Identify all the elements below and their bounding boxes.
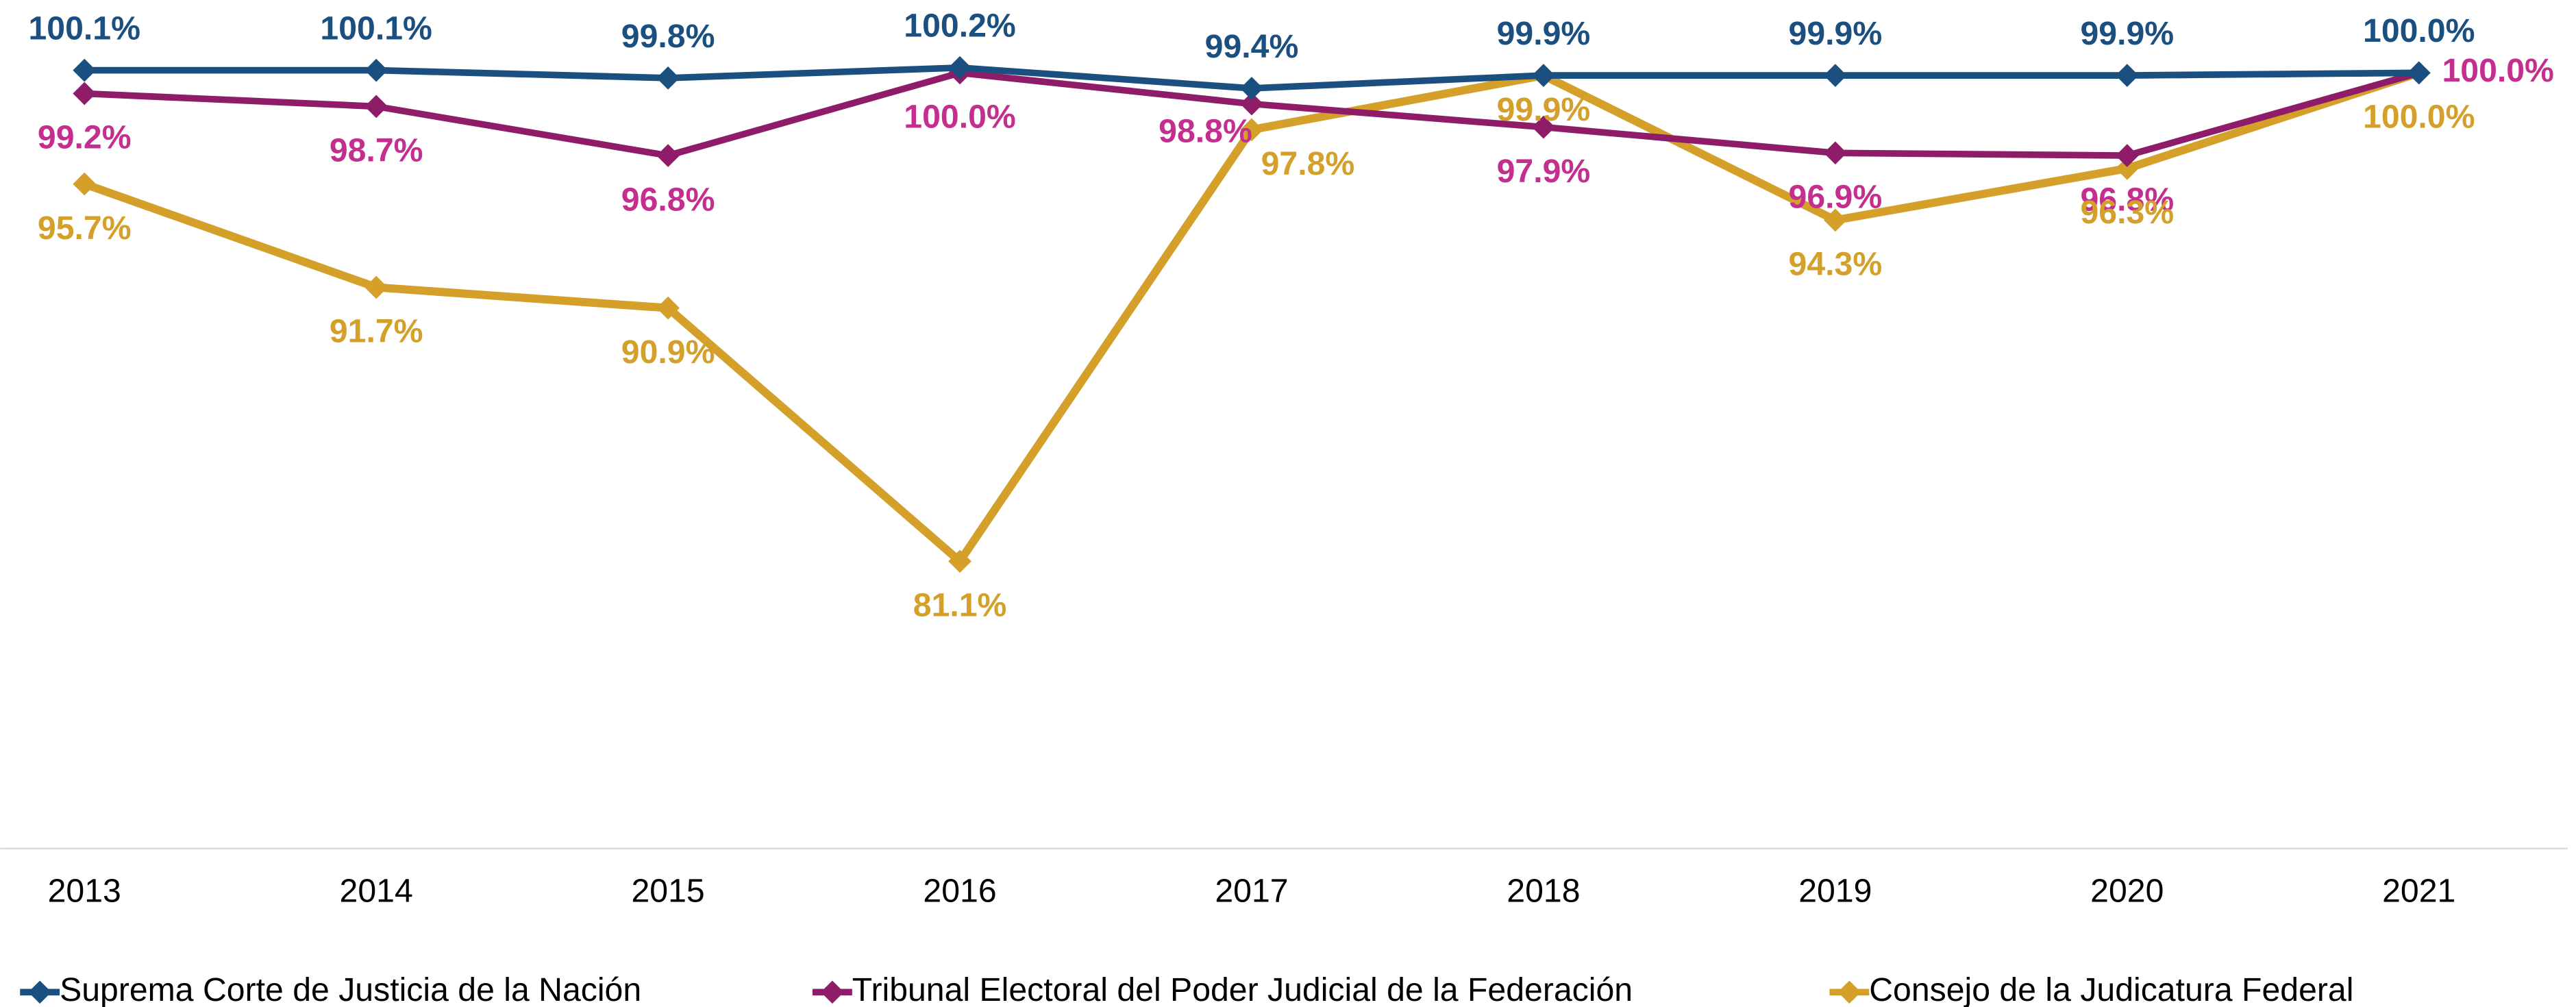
x-tick-label: 2013 — [48, 872, 121, 909]
marker — [1240, 77, 1263, 100]
marker — [948, 549, 971, 573]
marker — [364, 275, 388, 299]
value-label: 100.0% — [2363, 99, 2475, 136]
value-label: 100.2% — [904, 8, 1015, 45]
marker — [73, 172, 97, 196]
legend-marker — [821, 980, 844, 1004]
value-label: 100.1% — [29, 10, 140, 47]
value-label: 95.7% — [38, 210, 132, 247]
marker — [1532, 64, 1555, 87]
value-label: 99.8% — [621, 18, 715, 55]
marker — [1532, 115, 1555, 139]
legend-marker — [28, 980, 52, 1004]
legend-label: Consejo de la Judicatura Federal — [1869, 971, 2353, 1007]
marker — [73, 82, 97, 105]
value-label: 97.8% — [1261, 145, 1355, 182]
value-label: 96.9% — [1789, 179, 1883, 216]
marker — [656, 296, 680, 320]
x-tick-label: 2020 — [2090, 872, 2164, 909]
x-tick-label: 2021 — [2382, 872, 2455, 909]
value-label: 99.4% — [1205, 28, 1299, 65]
value-label: 100.0% — [904, 99, 1015, 136]
value-label: 100.0% — [2363, 12, 2475, 49]
value-label: 99.9% — [1497, 15, 1591, 52]
x-tick-label: 2015 — [632, 872, 705, 909]
value-label: 98.7% — [330, 132, 423, 169]
legend-marker — [1837, 980, 1861, 1004]
value-label: 100.1% — [320, 10, 432, 47]
marker — [1240, 118, 1263, 142]
value-label: 96.3% — [2080, 194, 2174, 231]
value-label: 81.1% — [913, 587, 1007, 624]
legend-label: Tribunal Electoral del Poder Judicial de… — [852, 971, 1633, 1007]
marker — [73, 58, 97, 82]
marker — [656, 144, 680, 167]
legend-label: Suprema Corte de Justicia de la Nación — [60, 971, 641, 1007]
value-label: 97.9% — [1497, 153, 1591, 190]
value-label: 90.9% — [621, 334, 715, 371]
x-tick-label: 2017 — [1215, 872, 1288, 909]
value-label: 100.0% — [2442, 52, 2553, 89]
x-tick-label: 2019 — [1798, 872, 1872, 909]
marker — [2407, 61, 2431, 85]
marker — [364, 58, 388, 82]
value-label: 99.9% — [2080, 15, 2174, 52]
x-tick-label: 2018 — [1507, 872, 1580, 909]
marker — [2115, 144, 2139, 167]
value-label: 96.8% — [2080, 181, 2174, 218]
value-label: 94.3% — [1789, 246, 1883, 283]
value-label: 99.9% — [1497, 91, 1591, 128]
x-tick-label: 2014 — [340, 872, 413, 909]
marker — [1240, 92, 1263, 116]
x-tick-label: 2016 — [923, 872, 996, 909]
marker — [2115, 64, 2139, 87]
marker — [2115, 157, 2139, 180]
value-label: 99.9% — [1789, 15, 1883, 52]
value-label: 98.8% — [1159, 113, 1252, 150]
value-label: 91.7% — [330, 313, 423, 350]
marker — [948, 55, 971, 79]
value-label: 99.2% — [38, 119, 132, 156]
marker — [1823, 64, 1847, 87]
marker — [1823, 141, 1847, 165]
marker — [656, 66, 680, 90]
value-label: 96.8% — [621, 181, 715, 218]
marker — [364, 95, 388, 119]
